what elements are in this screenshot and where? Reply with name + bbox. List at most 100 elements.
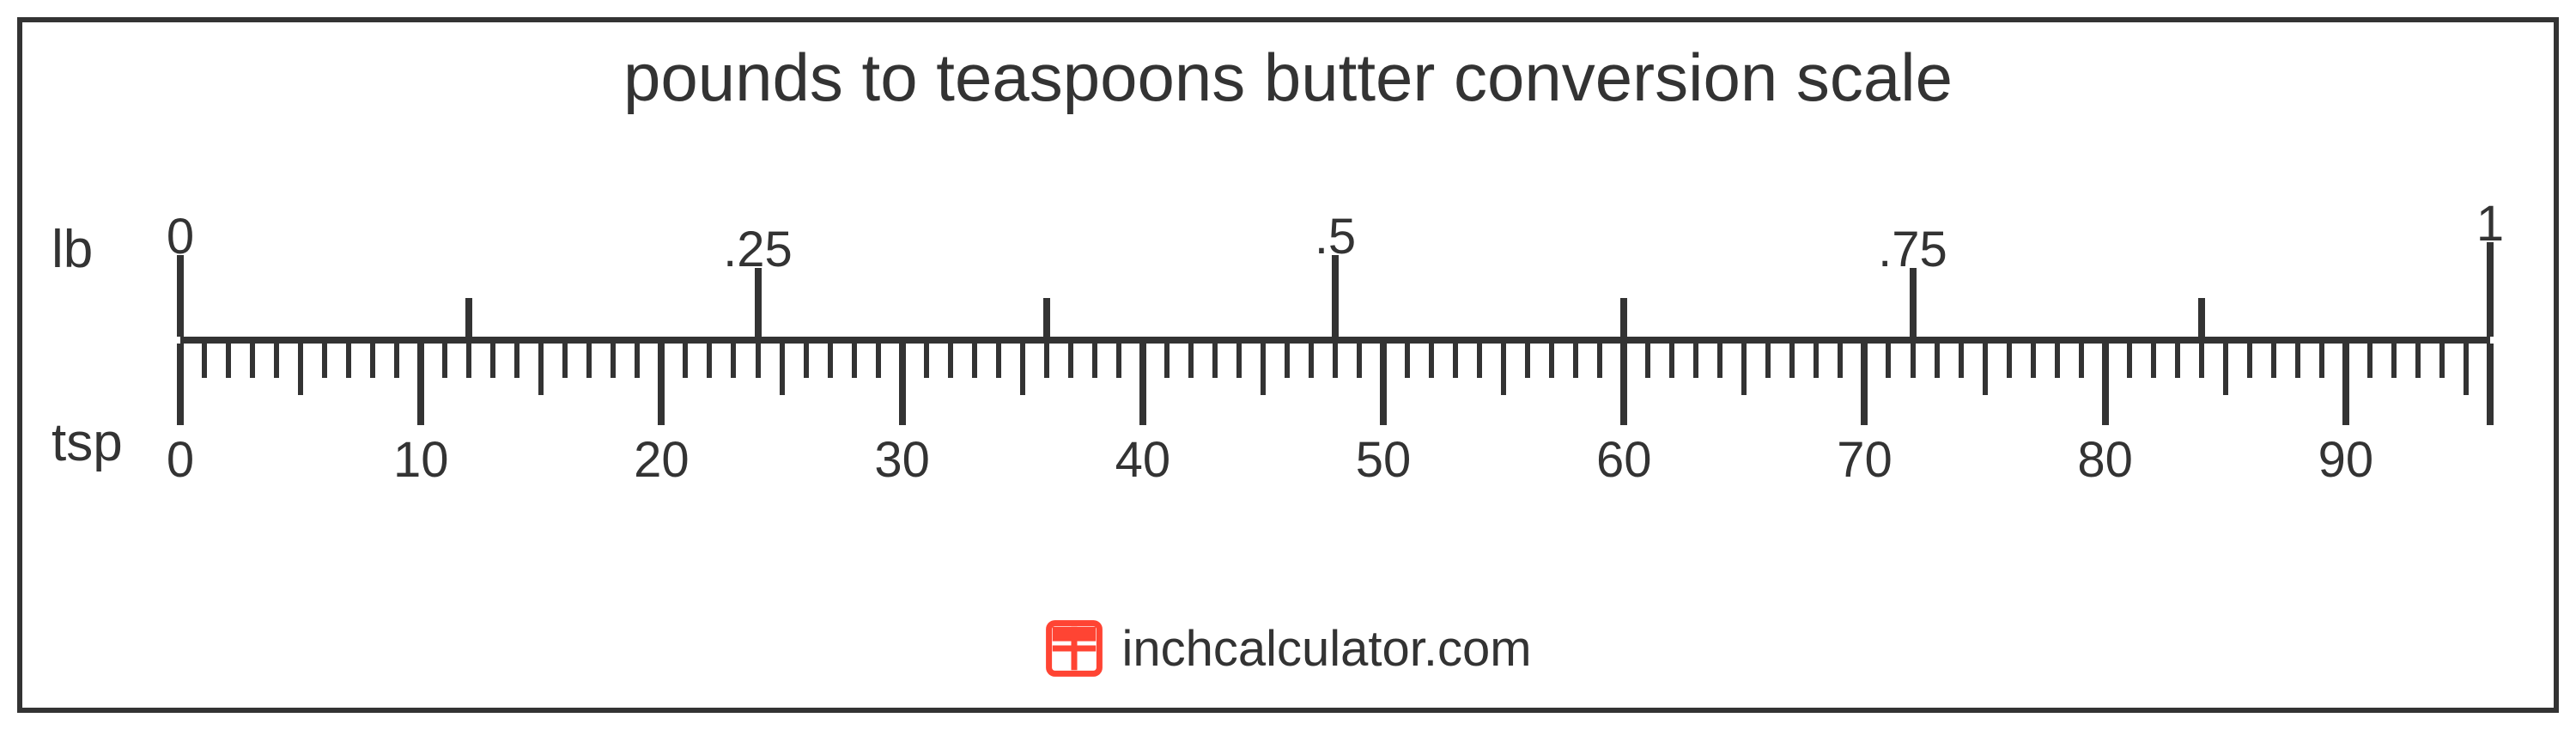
top-tick-label: .25 [723, 221, 793, 278]
top-minor-tick [1043, 298, 1050, 337]
bottom-tick [924, 344, 929, 378]
bottom-tick-label: 80 [2077, 431, 2133, 489]
bottom-tick [2199, 344, 2204, 378]
bottom-tick-label: 20 [634, 431, 690, 489]
bottom-tick [1911, 344, 1916, 378]
bottom-tick [756, 344, 761, 378]
top-tick-label: .5 [1315, 208, 1356, 265]
bottom-tick-label: 0 [167, 431, 194, 489]
bottom-tick [635, 344, 640, 378]
bottom-tick [394, 344, 399, 378]
bottom-tick [2079, 344, 2084, 378]
bottom-tick [2223, 344, 2228, 395]
bottom-tick [1164, 344, 1170, 378]
bottom-tick [1620, 344, 1627, 425]
bottom-tick [442, 344, 447, 378]
bottom-tick-label: 30 [874, 431, 930, 489]
bottom-tick [1741, 344, 1747, 395]
bottom-tick [1212, 344, 1218, 378]
bottom-tick [1717, 344, 1722, 378]
bottom-tick [1789, 344, 1795, 378]
bottom-tick [1092, 344, 1097, 378]
footer-text: inchcalculator.com [1121, 620, 1531, 678]
bottom-tick [1380, 344, 1387, 425]
bottom-tick [852, 344, 857, 378]
bottom-tick [370, 344, 375, 378]
bottom-tick [1645, 344, 1650, 378]
bottom-tick [2055, 344, 2060, 378]
top-major-tick [1332, 255, 1339, 337]
bottom-tick [1501, 344, 1506, 395]
bottom-tick [417, 344, 424, 425]
bottom-tick [1236, 344, 1242, 378]
bottom-tick [250, 344, 255, 378]
bottom-tick [2367, 344, 2372, 378]
bottom-tick [1693, 344, 1698, 378]
bottom-tick [707, 344, 712, 378]
bottom-tick [1261, 344, 1266, 395]
conversion-scale-diagram: pounds to teaspoons butter conversion sc… [0, 0, 2576, 730]
bottom-tick-label: 70 [1837, 431, 1893, 489]
bottom-tick [2391, 344, 2397, 378]
top-minor-tick [2198, 298, 2205, 337]
top-major-tick [177, 255, 184, 337]
bottom-tick [1116, 344, 1121, 378]
bottom-tick-label: 40 [1115, 431, 1171, 489]
bottom-tick [1453, 344, 1458, 378]
bottom-tick [2151, 344, 2156, 378]
bottom-tick [298, 344, 303, 395]
bottom-tick [1068, 344, 1073, 378]
bottom-tick [1549, 344, 1554, 378]
bottom-tick-label: 50 [1356, 431, 1412, 489]
bottom-tick [1886, 344, 1891, 378]
bottom-tick [2127, 344, 2132, 378]
top-major-tick [2487, 242, 2494, 337]
bottom-tick [1861, 344, 1868, 425]
bottom-tick [1429, 344, 1434, 378]
bottom-tick [1139, 344, 1146, 425]
bottom-tick [1983, 344, 1988, 395]
bottom-tick [2007, 344, 2012, 378]
bottom-tick [538, 344, 544, 395]
bottom-tick [2342, 344, 2349, 425]
bottom-tick [514, 344, 519, 378]
axis-line [180, 337, 2490, 344]
bottom-tick [2439, 344, 2445, 378]
bottom-tick [2102, 344, 2109, 425]
bottom-tick [1669, 344, 1674, 378]
top-tick-label: .75 [1878, 221, 1947, 278]
bottom-tick [1814, 344, 1819, 378]
bottom-tick [466, 344, 471, 378]
top-major-tick [755, 268, 762, 337]
bottom-tick [586, 344, 592, 378]
bottom-tick [972, 344, 977, 378]
bottom-tick [611, 344, 616, 378]
top-minor-tick [1620, 298, 1627, 337]
top-tick-label: 0 [167, 208, 194, 265]
bottom-tick [731, 344, 736, 378]
bottom-tick-label: 10 [393, 431, 449, 489]
bottom-tick [996, 344, 1001, 378]
bottom-tick [1405, 344, 1410, 378]
bottom-tick [780, 344, 785, 395]
bottom-tick [876, 344, 881, 378]
bottom-tick [1044, 344, 1049, 378]
bottom-tick [1573, 344, 1578, 378]
bottom-tick [683, 344, 688, 378]
bottom-tick [2247, 344, 2252, 378]
bottom-tick [226, 344, 231, 378]
bottom-tick [1935, 344, 1940, 378]
bottom-tick [2487, 344, 2494, 425]
bottom-tick [2031, 344, 2036, 378]
bottom-tick-label: 90 [2318, 431, 2374, 489]
bottom-tick [2464, 344, 2469, 395]
bottom-tick [658, 344, 665, 425]
bottom-tick [1597, 344, 1602, 378]
top-tick-label: 1 [2476, 195, 2504, 252]
bottom-tick [1959, 344, 1964, 378]
bottom-tick [274, 344, 279, 378]
bottom-tick [2415, 344, 2421, 378]
bottom-tick [948, 344, 953, 378]
top-major-tick [1910, 268, 1917, 337]
bottom-tick [1525, 344, 1530, 378]
